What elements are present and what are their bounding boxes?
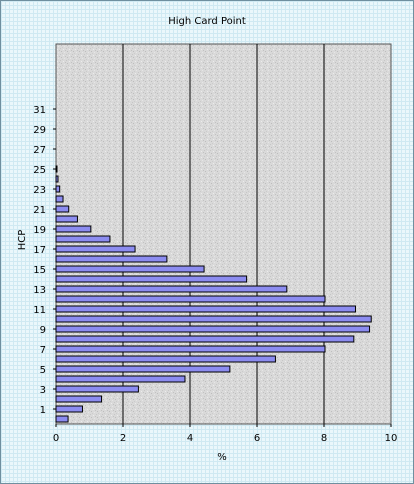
y-tick-label: 11 bbox=[33, 305, 46, 316]
bar-hcp-11 bbox=[55, 305, 356, 313]
y-tick-label: 23 bbox=[33, 185, 46, 196]
bar-hcp-23 bbox=[55, 185, 61, 193]
bar-hcp-15 bbox=[55, 265, 205, 273]
y-tick-label: 19 bbox=[33, 225, 46, 236]
chart-title: High Card Point bbox=[168, 16, 246, 27]
y-tick-label: 9 bbox=[40, 325, 46, 336]
bar-hcp-24 bbox=[55, 175, 59, 183]
bar-hcp-14 bbox=[55, 275, 248, 283]
x-tick-labels: 0 2 4 6 8 10 bbox=[53, 424, 398, 444]
x-tick-label: 0 bbox=[53, 433, 59, 444]
bar-hcp-18 bbox=[55, 235, 111, 243]
x-axis-title: % bbox=[217, 452, 227, 463]
y-tick-label: 21 bbox=[33, 205, 46, 216]
y-tick-label: 13 bbox=[33, 285, 46, 296]
bar-hcp-0 bbox=[55, 415, 69, 423]
x-tick-label: 4 bbox=[187, 433, 193, 444]
y-tick-label: 3 bbox=[40, 385, 46, 396]
bar-hcp-6 bbox=[55, 355, 276, 363]
y-tick-label: 31 bbox=[33, 105, 46, 116]
y-tick-label: 25 bbox=[33, 165, 46, 176]
bar-hcp-7 bbox=[55, 345, 326, 353]
x-tick-label: 6 bbox=[254, 433, 260, 444]
x-tick-label: 8 bbox=[321, 433, 327, 444]
bar-hcp-12 bbox=[55, 295, 326, 303]
bar-hcp-1 bbox=[55, 405, 83, 413]
bar-hcp-9 bbox=[55, 325, 371, 333]
x-tick-label: 2 bbox=[120, 433, 126, 444]
bar-hcp-19 bbox=[55, 225, 92, 233]
y-tick-label: 7 bbox=[40, 345, 46, 356]
bar-hcp-10 bbox=[55, 315, 372, 323]
bar-hcp-22 bbox=[55, 195, 64, 203]
bar-hcp-3 bbox=[55, 385, 139, 393]
bar-hcp-8 bbox=[55, 335, 355, 343]
bar-hcp-5 bbox=[55, 365, 231, 373]
bar-hcp-17 bbox=[55, 245, 136, 253]
bar-hcp-20 bbox=[55, 215, 78, 223]
y-axis-title: HCP bbox=[17, 230, 28, 251]
x-tick-label: 10 bbox=[385, 433, 398, 444]
y-tick-label: 27 bbox=[33, 145, 46, 156]
bar-hcp-25 bbox=[55, 165, 58, 173]
y-tick-label: 29 bbox=[33, 125, 46, 136]
bar-hcp-4 bbox=[55, 375, 186, 383]
y-tick-label: 5 bbox=[40, 365, 46, 376]
bar-hcp-16 bbox=[55, 255, 168, 263]
y-tick-label: 1 bbox=[40, 405, 46, 416]
y-tick-label: 15 bbox=[33, 265, 46, 276]
bar-hcp-2 bbox=[55, 395, 103, 403]
bar-hcp-21 bbox=[55, 205, 70, 213]
y-tick-label: 17 bbox=[33, 245, 46, 256]
bar-hcp-13 bbox=[55, 285, 288, 293]
